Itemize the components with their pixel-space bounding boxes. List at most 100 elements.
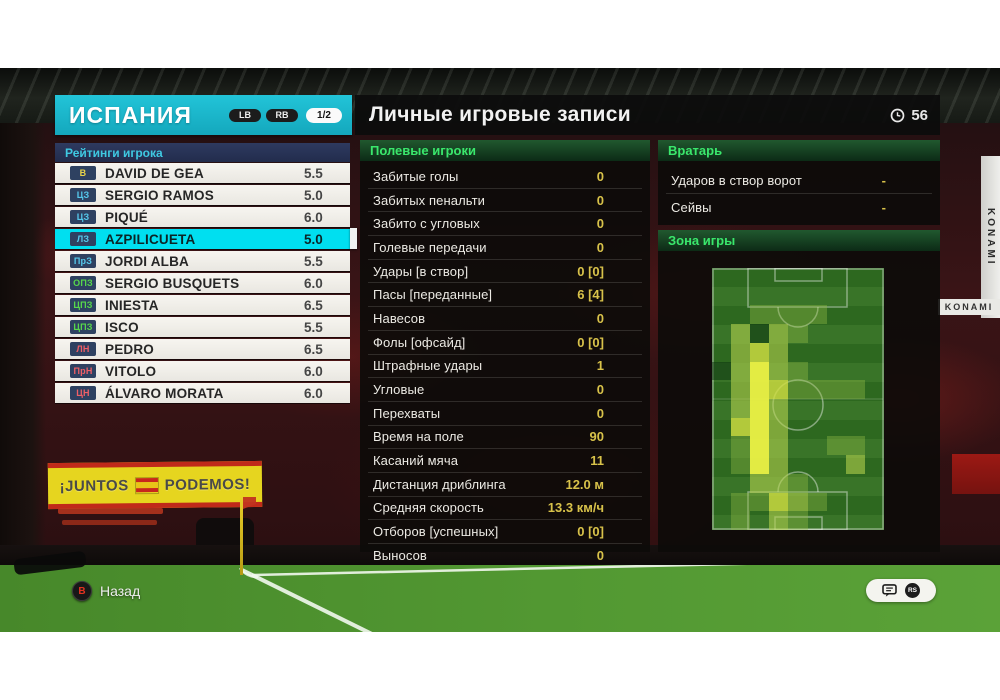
heatmap-cell	[769, 399, 789, 418]
lb-button[interactable]: LB	[229, 108, 261, 122]
heatmap-cell	[845, 455, 865, 474]
play-zone-heatmap	[712, 268, 884, 530]
stat-value: 13.3 км/ч	[547, 500, 604, 516]
player-row[interactable]: ЦПЗ INIESTA 6.5	[55, 295, 350, 315]
stat-row: Забитых пенальти 0	[368, 189, 642, 213]
player-ratings-list: В DAVID DE GEA 5.5 ЦЗ SERGIO RAMOS 5.0 ЦЗ PIQUÉ…	[55, 163, 350, 405]
stat-label: Выносов	[373, 547, 427, 563]
stat-row: Удары [в створ] 0 [0]	[368, 260, 642, 284]
team-name: ИСПАНИЯ	[69, 101, 192, 128]
stat-value: 0 [0]	[577, 334, 604, 350]
heatmap-cell	[750, 399, 770, 418]
ad-board-konami: KONAMI	[938, 299, 1000, 315]
stat-value: 11	[590, 453, 604, 469]
crowd-banner-right	[952, 454, 1000, 494]
back-label: Назад	[100, 583, 141, 599]
stadium-pitch	[0, 565, 1000, 632]
heatmap-cell	[788, 492, 808, 512]
player-row[interactable]: В DAVID DE GEA 5.5	[55, 163, 350, 183]
play-zone-header: Зона игры	[658, 230, 940, 251]
heatmap-cell	[731, 455, 751, 474]
position-badge: ЦН	[70, 386, 96, 400]
stat-row: Штрафные удары 1	[368, 355, 642, 379]
stat-row: Голевые передачи 0	[368, 236, 642, 260]
corner-flag-pole	[240, 497, 243, 575]
stat-row: Навесов 0	[368, 307, 642, 331]
heatmap-cell	[788, 324, 808, 343]
stat-label: Сейвы	[671, 199, 712, 215]
heatmap-cell	[788, 473, 808, 493]
player-row[interactable]: ЦН ÁLVARO MORATA 6.0	[55, 383, 350, 403]
heatmap-cell	[712, 361, 732, 381]
list-scroll-indicator[interactable]	[350, 228, 357, 249]
goalkeeper-header: Вратарь	[658, 140, 940, 161]
player-rating: 6.5	[304, 341, 323, 357]
pitchside-barrier	[62, 520, 157, 525]
stat-row: Забито с угловых 0	[368, 212, 642, 237]
stat-row: Дистанция дриблинга 12.0 м	[368, 473, 642, 497]
stat-label: Время на поле	[373, 429, 464, 445]
player-rating: 5.5	[304, 319, 323, 335]
stat-value: 90	[589, 429, 604, 445]
stat-value: -	[881, 199, 886, 215]
stat-value: 0 [0]	[577, 524, 604, 540]
heatmap-cell	[769, 492, 789, 512]
heatmap-cell	[750, 305, 770, 325]
stat-value: 0	[596, 239, 604, 255]
pitchside-barrier	[58, 508, 163, 514]
position-badge: ЛЗ	[70, 232, 96, 246]
stat-label: Голевые передачи	[373, 239, 487, 255]
player-row[interactable]: ЛН PEDRO 6.5	[55, 339, 350, 359]
stat-row: Фолы [офсайд] 0 [0]	[368, 331, 642, 355]
goalkeeper-panel: Ударов в створ ворот - Сейвы -	[658, 161, 940, 225]
rb-button[interactable]: RB	[266, 108, 298, 122]
position-badge: ПрЗ	[70, 254, 96, 268]
stat-row: Пасы [переданные] 6 [4]	[368, 283, 642, 308]
stat-label: Забито с угловых	[373, 216, 480, 232]
player-rating: 6.0	[304, 275, 323, 291]
player-row[interactable]: ЛЗ AZPILICUETA 5.0	[55, 229, 350, 249]
heatmap-cell	[788, 511, 808, 530]
clock-icon	[890, 108, 905, 122]
player-row[interactable]: ЦПЗ ISCO 5.5	[55, 317, 350, 337]
player-rating: 6.0	[304, 385, 323, 401]
player-rating: 5.0	[304, 231, 323, 247]
page-title-bar: Личные игровые записи 56	[355, 95, 940, 135]
ratings-list-header: Рейтинги игрока	[55, 143, 350, 162]
player-row[interactable]: ЦЗ SERGIO RAMOS 5.0	[55, 185, 350, 205]
stat-label: Удары [в створ]	[373, 263, 469, 279]
stat-label: Фолы [офсайд]	[373, 334, 466, 350]
player-name: DAVID DE GEA	[105, 165, 204, 181]
heatmap-cell	[750, 417, 770, 437]
footer-controls[interactable]: RS	[866, 579, 936, 602]
player-rating: 6.5	[304, 297, 323, 313]
player-row[interactable]: ПрЗ JORDI ALBA 5.5	[55, 251, 350, 271]
stat-label: Забитые голы	[373, 168, 459, 184]
stat-row: Перехваты 0	[368, 402, 642, 426]
stat-row: Сейвы -	[666, 194, 932, 220]
heatmap-cell	[731, 342, 751, 362]
right-stick-icon[interactable]: RS	[905, 583, 920, 598]
player-row[interactable]: ЦЗ PIQUÉ 6.0	[55, 207, 350, 227]
heatmap-cell	[750, 380, 770, 399]
player-name: AZPILICUETA	[105, 231, 196, 247]
back-control[interactable]: B Назад	[72, 581, 140, 601]
spain-flag-icon	[134, 476, 159, 494]
heatmap-cell	[769, 473, 789, 493]
player-row[interactable]: ОПЗ SERGIO BUSQUETS 6.0	[55, 273, 350, 293]
heatmap-cell	[807, 492, 827, 512]
player-rating: 6.0	[304, 209, 323, 225]
stat-label: Отборов [успешных]	[373, 524, 499, 540]
player-name: JORDI ALBA	[105, 253, 190, 269]
chat-bubble-icon[interactable]	[882, 584, 897, 597]
heatmap-cell	[769, 380, 789, 399]
stat-label: Дистанция дриблинга	[373, 476, 506, 492]
banner-text-left: ¡JUNTOS	[59, 476, 129, 495]
heatmap-cell	[769, 342, 789, 362]
stat-label: Касаний мяча	[373, 453, 459, 469]
player-row[interactable]: ПрН VITOLO 6.0	[55, 361, 350, 381]
stadium-left-structure	[0, 123, 46, 553]
heatmap-cell	[750, 492, 770, 512]
gamepad-b-button-icon[interactable]: B	[72, 581, 92, 601]
heatmap-cell	[731, 361, 751, 381]
